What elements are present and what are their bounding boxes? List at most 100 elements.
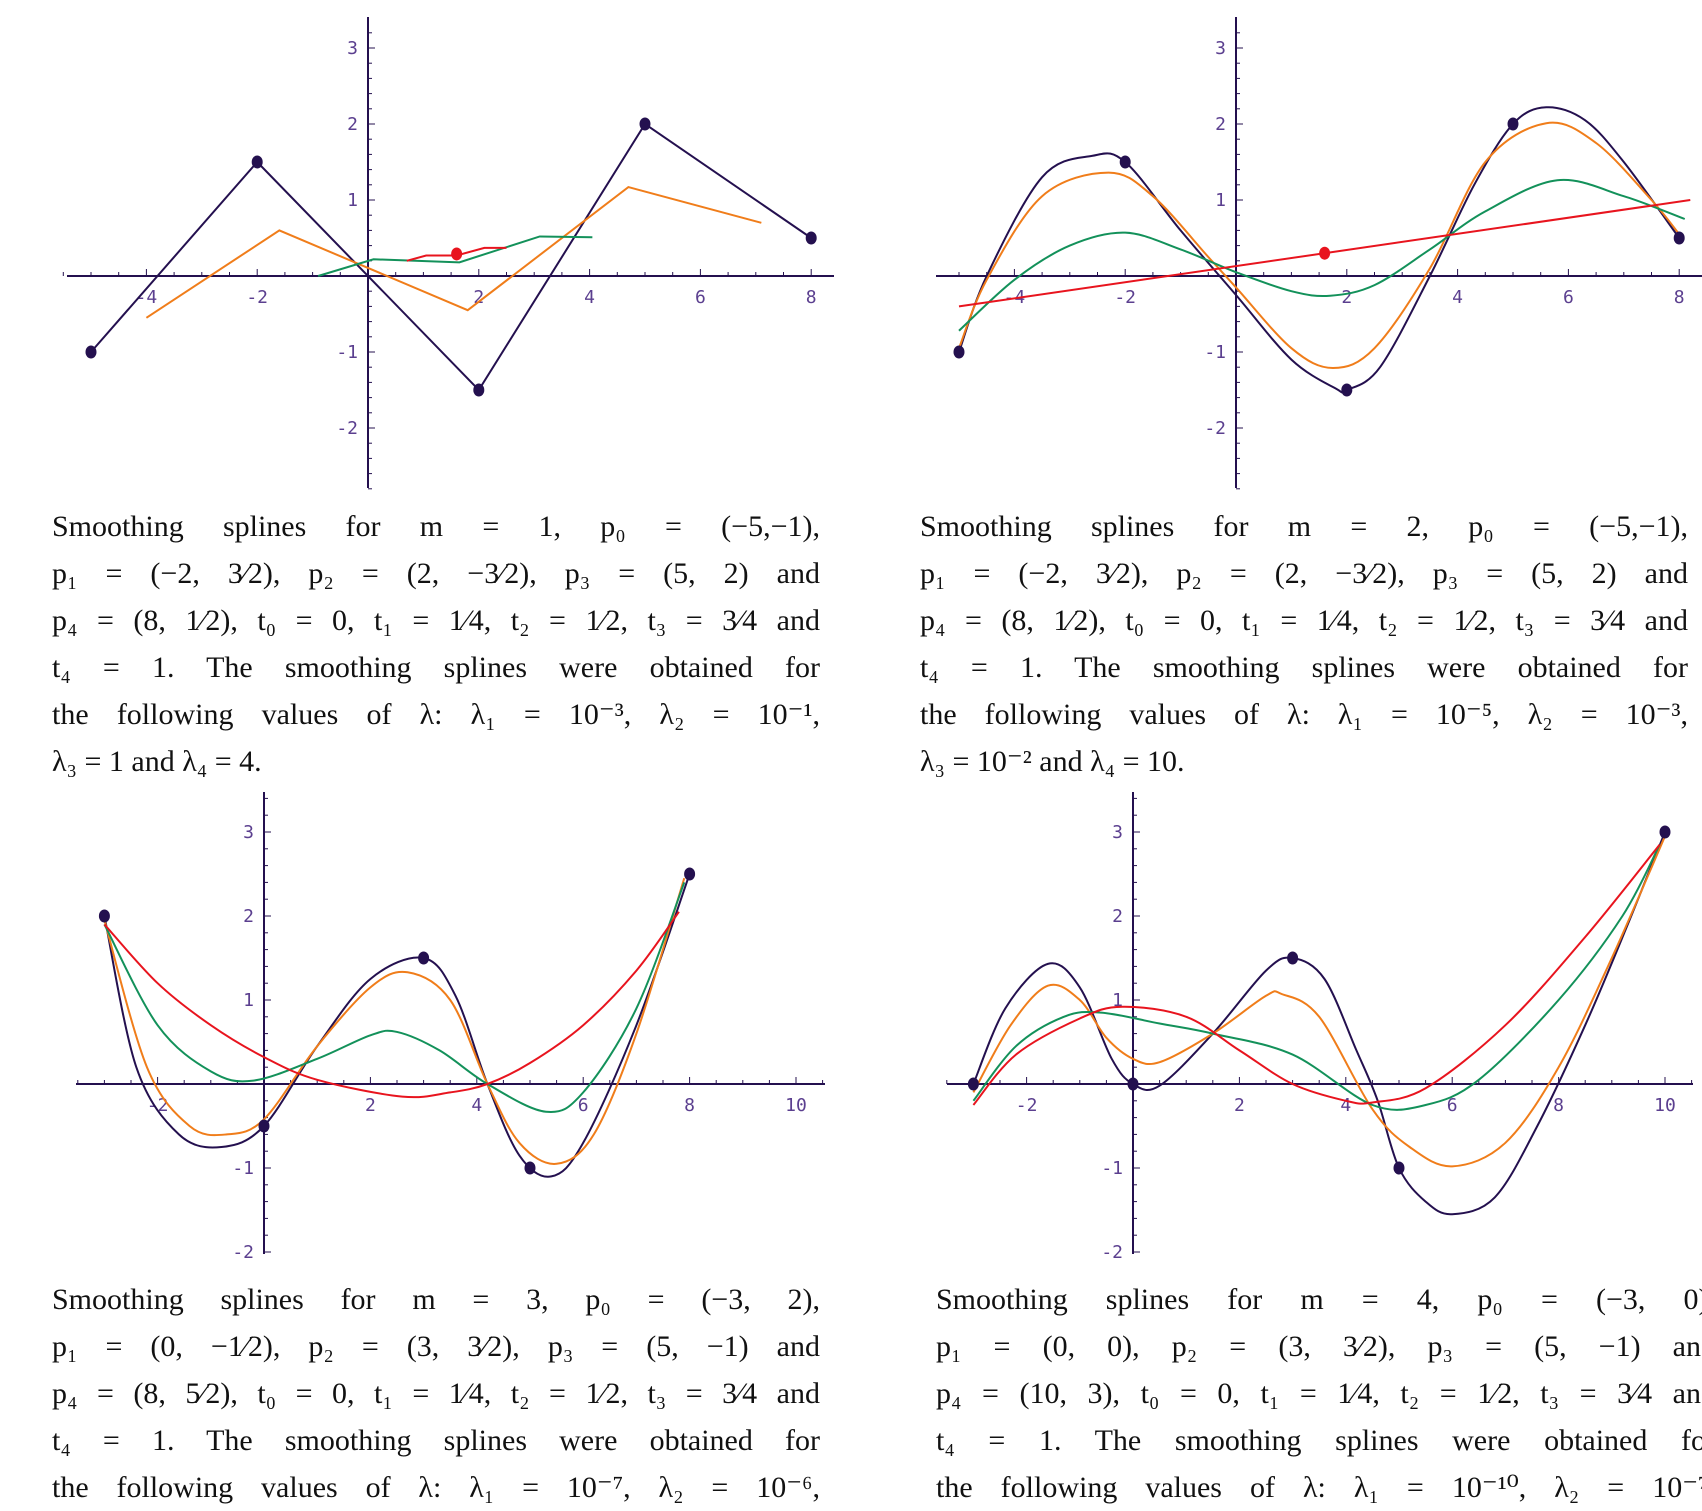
y-tick-label: 2: [1112, 906, 1123, 927]
x-tick-label: 8: [684, 1095, 695, 1116]
x-tick-label: 10: [785, 1095, 807, 1116]
control-point: [524, 1161, 536, 1175]
caption-line: Smoothing splines for m = 3, p₀ = (−3, 2…: [52, 1283, 820, 1316]
y-tick-label: 1: [1215, 190, 1226, 211]
x-tick-label: -2: [246, 287, 268, 308]
caption-line: t₄ = 1. The smoothing splines were obtai…: [52, 651, 820, 684]
x-tick-label: -2: [1016, 1095, 1038, 1116]
caption-line: p₄ = (8, 5⁄2), t₀ = 0, t₁ = 1⁄4, t₂ = 1⁄…: [52, 1377, 820, 1410]
caption-m4: Smoothing splines for m = 4, p₀ = (−3, 0…: [936, 1276, 1702, 1511]
x-tick-label: 4: [471, 1095, 482, 1116]
control-point: [418, 951, 430, 965]
spline-lambda-2: [103, 877, 686, 1165]
y-tick-label: -2: [232, 1242, 254, 1263]
x-tick-label: 2: [1234, 1095, 1245, 1116]
x-tick-label: 8: [1674, 287, 1685, 308]
control-point: [251, 155, 263, 169]
control-point: [1287, 951, 1299, 965]
y-tick-label: 1: [347, 190, 358, 211]
caption-line: the following values of λ: λ₁ = 10⁻¹⁰, λ…: [936, 1471, 1702, 1504]
control-point: [967, 1077, 979, 1091]
caption-line: Smoothing splines for m = 4, p₀ = (−3, 0…: [936, 1283, 1702, 1316]
caption-m3: Smoothing splines for m = 3, p₀ = (−3, 2…: [52, 1276, 820, 1511]
x-tick-label: 2: [473, 287, 484, 308]
x-tick-label: 6: [695, 287, 706, 308]
y-tick-label: 1: [1112, 990, 1123, 1011]
highlight-point: [1319, 246, 1331, 260]
x-tick-label: 4: [584, 287, 595, 308]
y-tick-label: -1: [1101, 1158, 1123, 1179]
x-tick-label: -4: [136, 287, 158, 308]
spline-lambda-2: [145, 185, 762, 319]
x-tick-label: 6: [1563, 287, 1574, 308]
x-tick-label: 8: [806, 287, 817, 308]
x-tick-label: -2: [1114, 287, 1136, 308]
control-point: [953, 345, 965, 359]
control-point: [1507, 117, 1519, 131]
control-point: [258, 1119, 270, 1133]
y-tick-label: -2: [1204, 418, 1226, 439]
spline-lambda-1: [90, 122, 812, 392]
caption-line: Smoothing splines for m = 1, p₀ = (−5,−1…: [52, 510, 820, 543]
control-point: [1673, 231, 1685, 245]
spline-lambda-2: [958, 121, 1680, 369]
spline-lambda-3: [972, 844, 1661, 1111]
caption-line: t₄ = 1. The smoothing splines were obtai…: [920, 651, 1688, 684]
control-point: [1659, 825, 1671, 839]
caption-line: t₄ = 1. The smoothing splines were obtai…: [52, 1424, 820, 1457]
y-tick-label: 2: [347, 114, 358, 135]
x-tick-label: 8: [1553, 1095, 1564, 1116]
x-tick-label: 2: [1341, 287, 1352, 308]
control-point: [473, 383, 485, 397]
caption-line: λ₃ = 1 and λ₄ = 4.: [52, 745, 262, 778]
y-tick-label: 3: [347, 38, 358, 59]
x-tick-label: 10: [1654, 1095, 1676, 1116]
control-point: [684, 867, 696, 881]
spline-lambda-2: [972, 835, 1666, 1168]
caption-line: λ₃ = 10⁻² and λ₄ = 10.: [920, 745, 1185, 778]
control-point: [639, 117, 651, 131]
control-point: [98, 909, 110, 923]
caption-line: p₁ = (−2, 3⁄2), p₂ = (2, −3⁄2), p₃ = (5,…: [920, 557, 1688, 590]
y-tick-label: 3: [1215, 38, 1226, 59]
x-tick-label: 4: [1340, 1095, 1351, 1116]
highlight-point: [451, 247, 463, 261]
y-tick-label: 3: [243, 822, 254, 843]
y-tick-label: -2: [336, 418, 358, 439]
caption-line: the following values of λ: λ₁ = 10⁻³, λ₂…: [52, 698, 820, 731]
y-tick-label: -2: [1101, 1242, 1123, 1263]
control-point: [1341, 383, 1353, 397]
caption-m1: Smoothing splines for m = 1, p₀ = (−5,−1…: [52, 503, 820, 785]
caption-line: Smoothing splines for m = 2, p₀ = (−5,−1…: [920, 510, 1688, 543]
x-tick-label: 6: [1447, 1095, 1458, 1116]
caption-line: the following values of λ: λ₁ = 10⁻⁵, λ₂…: [920, 698, 1688, 731]
caption-m2: Smoothing splines for m = 2, p₀ = (−5,−1…: [920, 503, 1688, 785]
caption-line: p₄ = (8, 1⁄2), t₀ = 0, t₁ = 1⁄4, t₂ = 1⁄…: [920, 604, 1688, 637]
caption-line: the following values of λ: λ₁ = 10⁻⁷, λ₂…: [52, 1471, 820, 1504]
control-point: [1127, 1077, 1139, 1091]
caption-line: p₄ = (8, 1⁄2), t₀ = 0, t₁ = 1⁄4, t₂ = 1⁄…: [52, 604, 820, 637]
chart-1: -4 -2 2 4 6 8 3 2 1 -1 -2: [62, 17, 834, 490]
x-tick-label: 2: [365, 1095, 376, 1116]
y-tick-label: 1: [243, 990, 254, 1011]
caption-line: p₄ = (10, 3), t₀ = 0, t₁ = 1⁄4, t₂ = 1⁄2…: [936, 1377, 1702, 1410]
spline-lambda-1: [972, 831, 1666, 1216]
spline-lambda-3: [958, 178, 1686, 332]
y-tick-label: -1: [336, 342, 358, 363]
control-point: [805, 231, 817, 245]
spline-lambda-3: [103, 882, 686, 1113]
y-tick-label: 3: [1112, 822, 1123, 843]
x-tick-label: 6: [578, 1095, 589, 1116]
spline-lambda-1: [103, 873, 691, 1178]
spline-lambda-4: [972, 843, 1661, 1106]
y-tick-label: -1: [1204, 342, 1226, 363]
spline-lambda-1: [958, 106, 1681, 394]
spline-lambda-3: [317, 235, 593, 277]
caption-line: p₁ = (−2, 3⁄2), p₂ = (2, −3⁄2), p₃ = (5,…: [52, 557, 820, 590]
chart-4: -2 2 4 6 8 10 3 2 1 -1 -2: [946, 792, 1693, 1263]
caption-line: p₁ = (0, 0), p₂ = (3, 3⁄2), p₃ = (5, −1)…: [936, 1330, 1702, 1363]
spline-lambda-4: [103, 911, 680, 1099]
